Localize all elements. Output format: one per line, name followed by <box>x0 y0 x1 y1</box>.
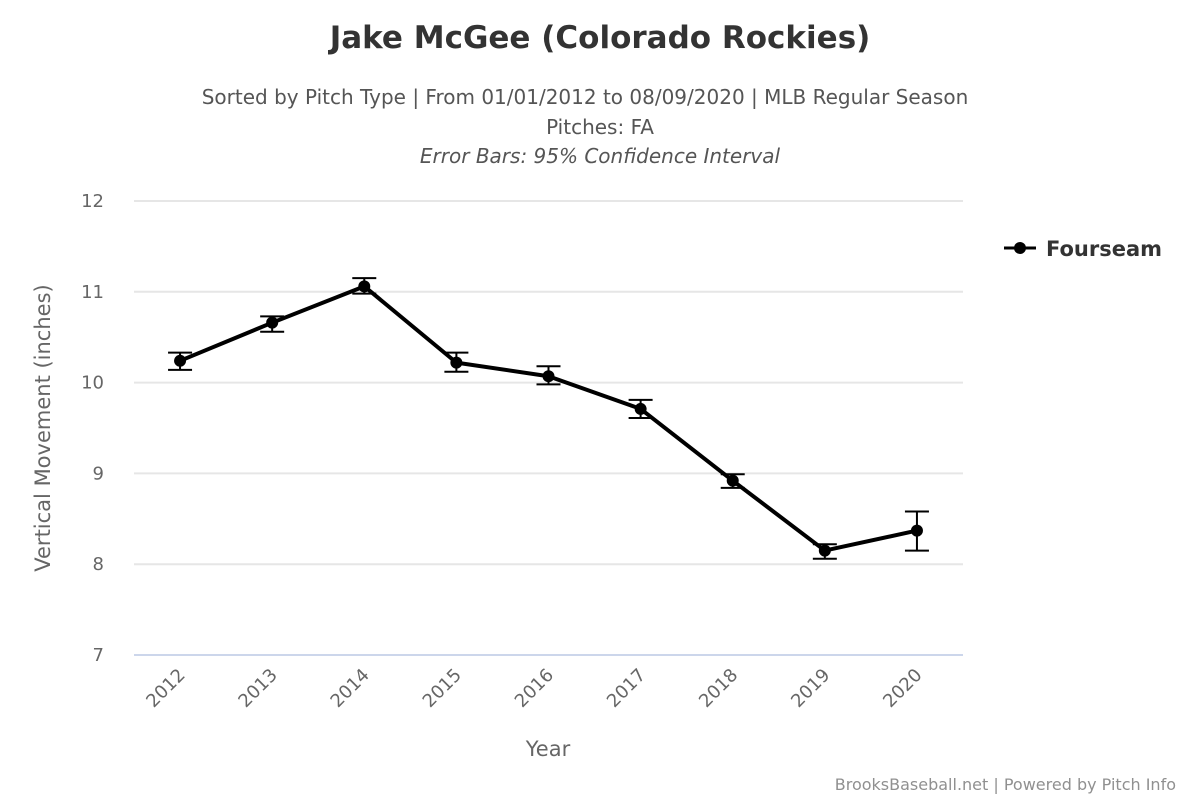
series-line-fourseam <box>179 284 918 553</box>
legend-label-fourseam: Fourseam <box>1046 237 1162 261</box>
y-tick-label: 11 <box>81 282 104 303</box>
x-tick-label: 2017 <box>603 665 650 712</box>
data-point[interactable] <box>542 370 555 383</box>
data-point[interactable] <box>910 524 923 537</box>
y-tick-label: 9 <box>93 463 104 484</box>
data-point[interactable] <box>450 356 463 369</box>
x-tick-label: 2016 <box>511 665 558 712</box>
data-point[interactable] <box>358 280 371 293</box>
error-bar-note: Error Bars: 95% Confidence Interval <box>420 144 781 168</box>
y-tick-label: 7 <box>93 645 104 666</box>
x-tick-label: 2018 <box>695 665 742 712</box>
y-tick-label: 8 <box>93 554 104 575</box>
x-tick-label: 2015 <box>419 665 466 712</box>
x-tick-label: 2019 <box>787 665 834 712</box>
credit-text[interactable]: BrooksBaseball.net | Powered by Pitch In… <box>835 775 1176 794</box>
chart-subtitle-line-1: Sorted by Pitch Type | From 01/01/2012 t… <box>202 85 969 109</box>
data-point[interactable] <box>174 354 187 367</box>
data-point[interactable] <box>818 544 831 557</box>
y-tick-label: 10 <box>81 373 104 394</box>
x-tick-label: 2020 <box>879 665 926 712</box>
data-point[interactable] <box>634 402 647 415</box>
chart-subtitle-line-2: Pitches: FA <box>546 115 654 139</box>
chart-title: Jake McGee (Colorado Rockies) <box>328 20 871 56</box>
y-axis-label: Vertical Movement (inches) <box>31 284 55 571</box>
y-tick-label: 12 <box>81 191 104 212</box>
x-axis-label: Year <box>525 737 571 761</box>
x-tick-label: 2013 <box>234 665 281 712</box>
data-point[interactable] <box>266 316 279 329</box>
data-point[interactable] <box>726 474 739 487</box>
legend-marker-fourseam <box>1014 242 1026 254</box>
x-tick-label: 2014 <box>327 665 374 712</box>
legend[interactable]: Fourseam <box>1004 237 1162 261</box>
x-tick-label: 2012 <box>142 665 189 712</box>
